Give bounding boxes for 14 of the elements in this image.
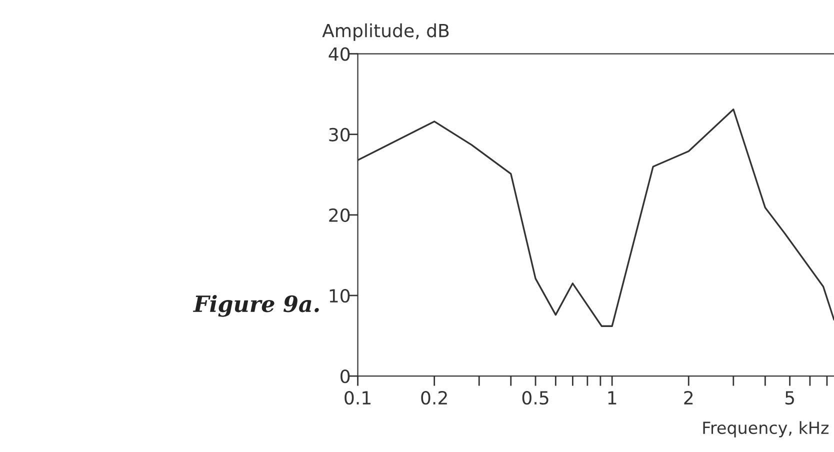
y-tick-label: 10 — [330, 288, 350, 303]
y-tick-label: 20 — [329, 208, 350, 222]
y-axis-title: Amplitude, dB — [322, 23, 449, 41]
x-axis-title: Frequency, kHz — [703, 421, 829, 438]
y-tick-label: 0 — [340, 370, 350, 384]
caption: Figure 9a. — [192, 294, 319, 317]
x-tick-label: 1 — [608, 391, 616, 404]
x-tick-label: 2 — [684, 390, 693, 404]
x-tick-label: 0.5 — [522, 390, 548, 405]
x-tick-label: 5 — [785, 391, 794, 405]
x-tick-label: 0.2 — [421, 390, 447, 405]
y-tick-label: 40 — [328, 47, 350, 61]
x-tick-label: 0.1 — [344, 390, 370, 405]
y-tick-label: 30 — [329, 128, 350, 142]
